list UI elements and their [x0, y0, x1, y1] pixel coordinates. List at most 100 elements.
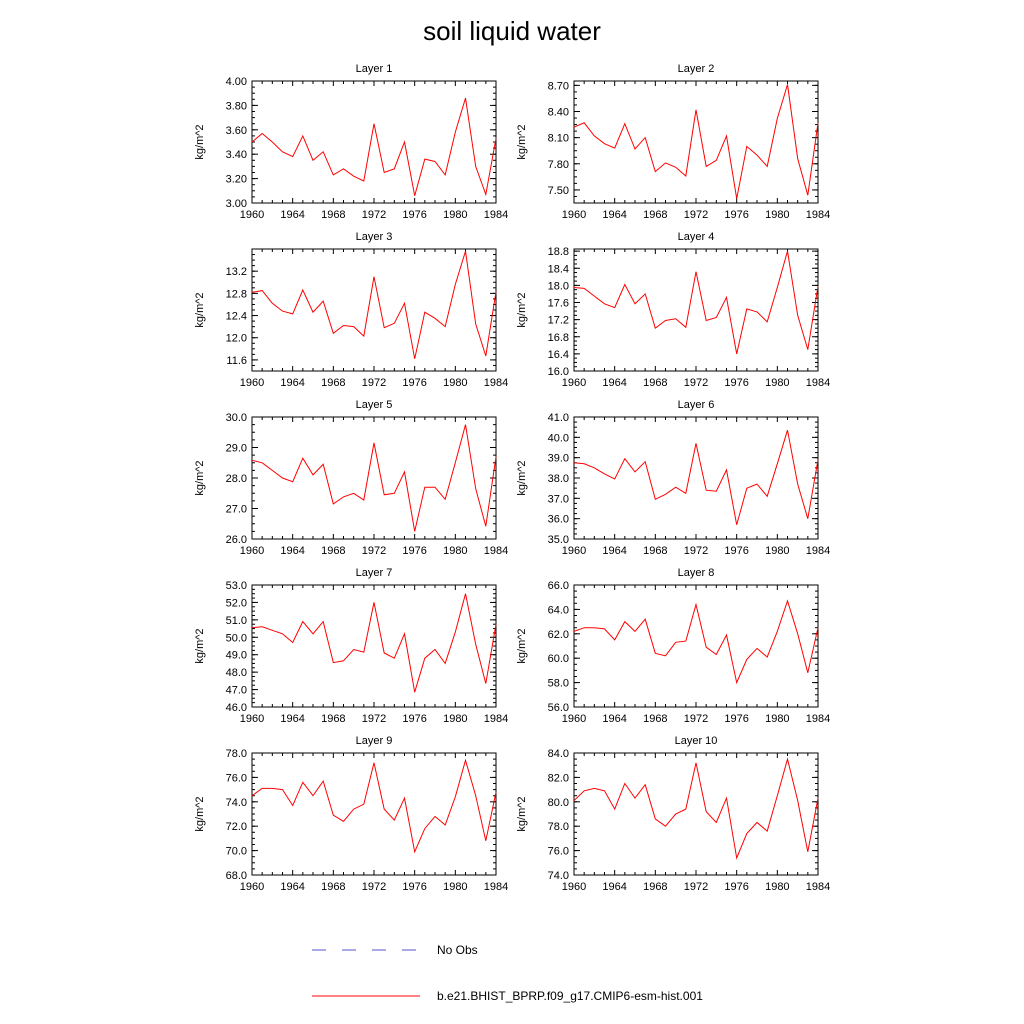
x-tick-label: 1980	[443, 545, 467, 557]
x-tick-label: 1976	[724, 713, 748, 725]
y-tick-label: 49.0	[226, 650, 247, 662]
x-tick-label: 1972	[362, 377, 386, 389]
x-tick-label: 1968	[321, 713, 345, 725]
panel-layer-4: Layer 4 kg/m^2 1960 1964 1968 1972 1976 1980 198…	[516, 231, 830, 389]
y-tick-label: 3.60	[226, 125, 247, 137]
y-tick-label: 8.10	[548, 133, 569, 145]
x-tick-label: 1960	[240, 881, 264, 893]
x-tick-label: 1980	[765, 881, 789, 893]
series-line	[251, 593, 497, 693]
panel-title: Layer 2	[678, 63, 715, 75]
y-axis-label: kg/m^2	[194, 124, 206, 159]
x-tick-label: 1972	[362, 713, 386, 725]
x-tick-label: 1964	[602, 713, 626, 725]
y-tick-label: 3.80	[226, 100, 247, 112]
y-tick-label: 80.0	[548, 797, 569, 809]
y-tick-label: 64.0	[548, 604, 569, 616]
y-tick-label: 84.0	[548, 748, 569, 760]
y-tick-label: 28.0	[226, 473, 247, 485]
x-tick-label: 1964	[280, 377, 304, 389]
panel-title: Layer 10	[675, 735, 718, 747]
y-tick-label: 16.4	[548, 349, 569, 361]
legend: No Obs b.e21.BHIST_BPRP.f09_g17.CMIP6-es…	[312, 943, 703, 1003]
y-tick-label: 51.0	[226, 615, 247, 627]
x-tick-label: 1972	[684, 881, 708, 893]
series-line	[573, 599, 819, 685]
panel-title: Layer 5	[356, 399, 393, 411]
y-tick-label: 35.0	[548, 534, 569, 546]
y-axis-label: kg/m^2	[194, 292, 206, 327]
panel-layer-2: Layer 2 kg/m^2 1960 1964 1968 1972 1976 1980 198…	[516, 63, 830, 221]
x-tick-label: 1960	[562, 713, 586, 725]
y-tick-label: 16.0	[548, 366, 569, 378]
y-tick-label: 39.0	[548, 453, 569, 465]
x-tick-label: 1980	[443, 209, 467, 221]
panel-title: Layer 8	[678, 567, 715, 579]
x-tick-label: 1960	[240, 545, 264, 557]
x-tick-label: 1984	[484, 209, 508, 221]
panel-title: Layer 6	[678, 399, 715, 411]
y-axis-label: kg/m^2	[194, 796, 206, 831]
y-axis-label: kg/m^2	[516, 460, 528, 495]
x-tick-label: 1984	[806, 881, 830, 893]
series-line	[251, 251, 497, 359]
x-tick-label: 1984	[484, 377, 508, 389]
x-tick-label: 1976	[402, 209, 426, 221]
x-tick-label: 1964	[280, 713, 304, 725]
y-tick-label: 17.6	[548, 298, 569, 310]
x-tick-label: 1976	[402, 881, 426, 893]
figure-title: soil liquid water	[423, 16, 601, 46]
y-tick-label: 78.0	[226, 748, 247, 760]
y-tick-label: 7.80	[548, 159, 569, 171]
x-tick-label: 1968	[321, 377, 345, 389]
y-tick-label: 11.6	[226, 355, 247, 367]
y-tick-label: 46.0	[226, 702, 247, 714]
x-tick-label: 1964	[280, 209, 304, 221]
x-tick-label: 1984	[806, 377, 830, 389]
x-tick-label: 1984	[806, 545, 830, 557]
y-tick-label: 17.2	[548, 315, 569, 327]
y-tick-label: 3.00	[226, 198, 247, 210]
x-tick-label: 1968	[321, 545, 345, 557]
x-tick-label: 1960	[240, 713, 264, 725]
x-tick-label: 1972	[362, 209, 386, 221]
x-tick-label: 1980	[443, 713, 467, 725]
y-axis-label: kg/m^2	[516, 292, 528, 327]
x-tick-label: 1968	[643, 377, 667, 389]
legend-label-obs: No Obs	[437, 943, 478, 957]
y-tick-label: 16.8	[548, 332, 569, 344]
y-tick-label: 3.20	[226, 174, 247, 186]
y-tick-label: 76.0	[226, 772, 247, 784]
x-tick-label: 1968	[643, 209, 667, 221]
x-tick-label: 1984	[806, 209, 830, 221]
plot-frame	[251, 752, 497, 876]
x-tick-label: 1972	[684, 713, 708, 725]
panel-title: Layer 3	[356, 231, 393, 243]
y-tick-label: 62.0	[548, 629, 569, 641]
series-line	[251, 758, 497, 854]
panel-grid: Layer 1 kg/m^2 1960 1964 1968 1972 1976 1980 198…	[194, 63, 830, 893]
x-tick-label: 1960	[240, 377, 264, 389]
y-tick-label: 4.00	[226, 76, 247, 88]
y-tick-label: 53.0	[226, 580, 247, 592]
y-tick-label: 41.0	[548, 412, 569, 424]
x-tick-label: 1968	[321, 209, 345, 221]
panel-title: Layer 7	[356, 567, 393, 579]
y-tick-label: 47.0	[226, 685, 247, 697]
x-tick-label: 1976	[402, 545, 426, 557]
x-tick-label: 1972	[362, 881, 386, 893]
y-tick-label: 72.0	[226, 821, 247, 833]
y-tick-label: 27.0	[226, 504, 247, 516]
y-tick-label: 12.4	[226, 311, 247, 323]
plot-frame	[573, 752, 819, 876]
plot-frame	[573, 416, 819, 540]
y-tick-label: 18.8	[548, 246, 569, 258]
y-tick-label: 56.0	[548, 702, 569, 714]
y-tick-label: 13.2	[226, 266, 247, 278]
y-axis-label: kg/m^2	[516, 628, 528, 663]
y-tick-label: 18.0	[548, 280, 569, 292]
y-tick-label: 30.0	[226, 412, 247, 424]
panel-layer-5: Layer 5 kg/m^2 1960 1964 1968 1972 1976 1980 198…	[194, 399, 508, 557]
plot-frame	[573, 80, 819, 204]
